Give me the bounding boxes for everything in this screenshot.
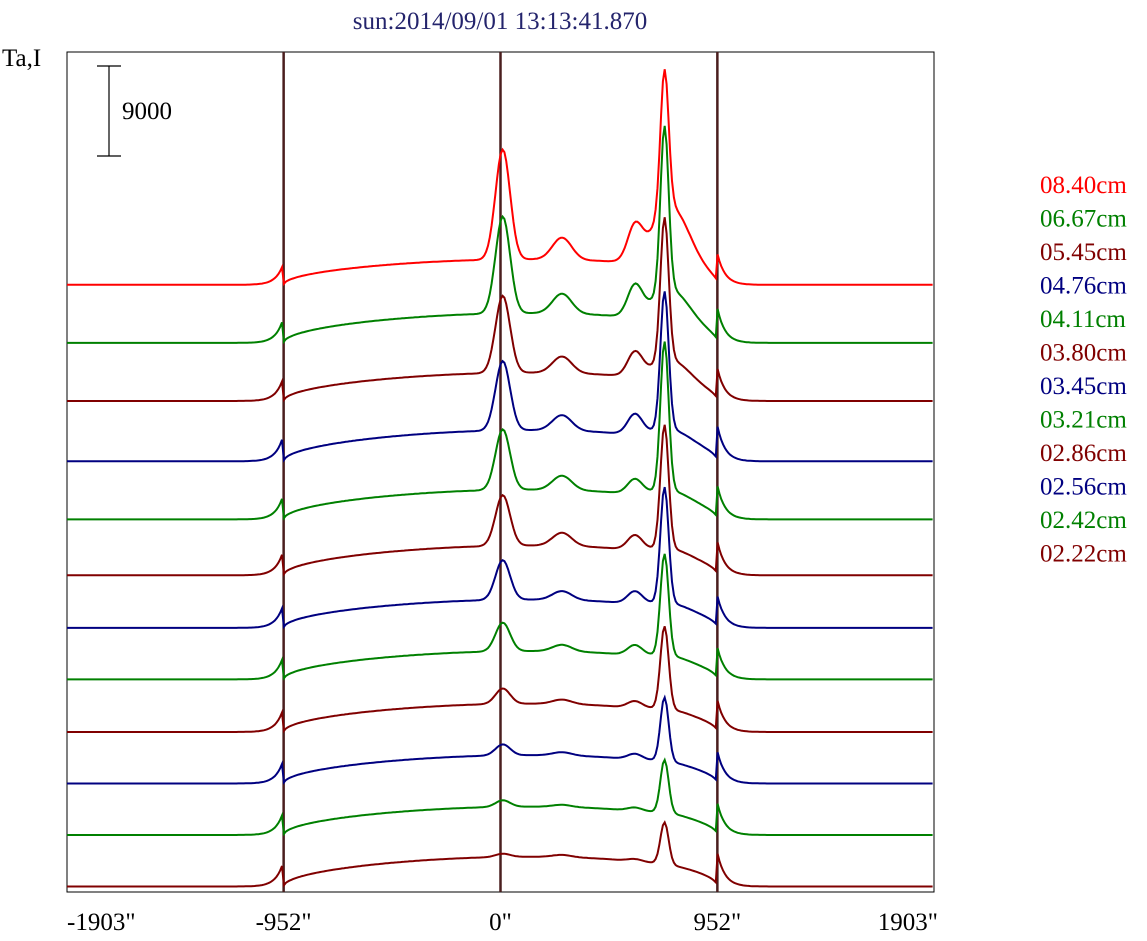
legend-entry: 08.40cm <box>1040 172 1127 199</box>
legend-entry: 05.45cm <box>1040 239 1127 266</box>
x-tick-label: 952" <box>694 909 742 936</box>
scale-bar: 9000 <box>97 65 172 157</box>
y-axis-label: Ta,I <box>2 45 41 72</box>
legend-entry: 03.21cm <box>1040 407 1127 434</box>
legend-entry: 02.86cm <box>1040 440 1127 467</box>
series-line-06.67cm <box>67 125 933 345</box>
legend-entry: 04.76cm <box>1040 273 1127 300</box>
series-line-08.40cm <box>67 69 933 287</box>
legend-entry: 02.42cm <box>1040 507 1127 534</box>
series-lines <box>67 69 933 888</box>
series-line-03.80cm <box>67 424 933 577</box>
legend-entry: 04.11cm <box>1040 306 1126 333</box>
reference-lines <box>282 52 719 892</box>
x-tick-label: -1903" <box>67 909 136 936</box>
scale-bar-label: 9000 <box>122 98 172 125</box>
legend-entry: 03.80cm <box>1040 340 1127 367</box>
series-line-05.45cm <box>67 217 933 403</box>
x-tick-label: 1903" <box>878 909 938 936</box>
legend-entry: 03.45cm <box>1040 373 1127 400</box>
series-line-03.45cm <box>67 486 933 630</box>
legend-entry: 02.22cm <box>1040 541 1127 568</box>
x-tick-labels: -1903" -952" 0" 952" 1903" <box>67 909 938 936</box>
series-line-02.56cm <box>67 694 933 785</box>
legend: 08.40cm 06.67cm 05.45cm 04.76cm 04.11cm 03.80… <box>1040 172 1127 568</box>
series-line-04.11cm <box>67 341 933 521</box>
series-line-02.22cm <box>67 820 933 888</box>
x-tick-label: -952" <box>256 909 312 936</box>
x-tick-label: 0" <box>489 909 512 936</box>
series-line-02.86cm <box>67 625 933 734</box>
series-line-02.42cm <box>67 757 933 837</box>
chart-title: sun:2014/09/01 13:13:41.870 <box>353 8 647 35</box>
legend-entry: 06.67cm <box>1040 206 1127 233</box>
series-line-03.21cm <box>67 553 933 681</box>
legend-entry: 02.56cm <box>1040 474 1127 501</box>
series-line-04.76cm <box>67 291 933 463</box>
